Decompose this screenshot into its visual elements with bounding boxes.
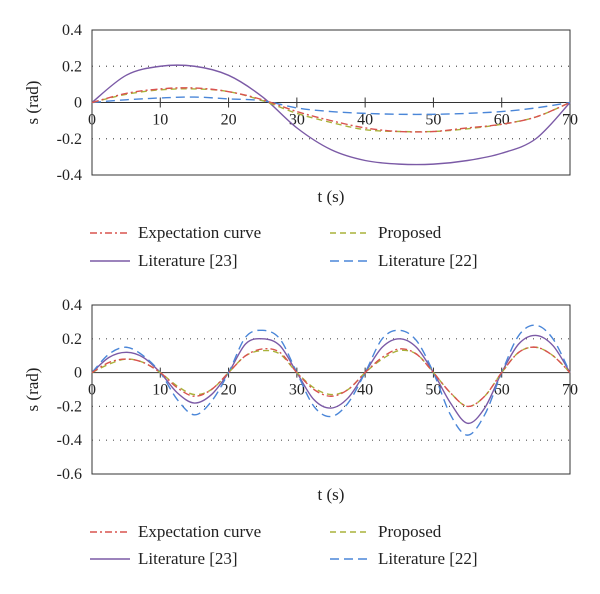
legend-item-literature-22: Literature [22] [330,549,478,568]
x-tick-label: 20 [221,112,237,129]
series-line-literature-23 [91,334,571,425]
x-tick-label: 30 [289,382,305,399]
x-tick-label: 40 [357,112,373,129]
legend-item-expectation-curve: Expectation curve [90,522,261,541]
y-tick-label: 0.4 [62,297,82,314]
plot-frame [91,304,571,475]
x-tick-label: 0 [88,382,96,399]
y-tick-label: -0.4 [57,167,82,184]
legend-item-literature-23: Literature [23] [90,251,238,270]
y-tick-label: 0.2 [62,58,82,75]
x-tick-label: 50 [425,112,441,129]
series-line-expectation-curve [91,346,571,408]
x-tick-label: 70 [562,382,578,399]
y-tick-label: 0.4 [62,22,82,39]
x-tick-label: 60 [494,112,510,129]
chart-panel-top: 0.4 0.2 0 -0.2 -0.4 0 10 20 30 40 50 60 70 t (s) s (ra… [23,22,578,270]
y-tick-label: -0.2 [57,131,82,148]
x-tick-label: 60 [494,382,510,399]
x-tick-label: 20 [221,382,237,399]
x-tick-label: 30 [289,112,305,129]
x-tick-label: 10 [152,112,168,129]
x-tick-label: 40 [357,382,373,399]
y-tick-label: 0 [74,365,82,382]
legend-label: Literature [22] [378,549,478,568]
legend-item-proposed: Proposed [330,223,442,242]
x-axis-label: t (s) [318,485,345,504]
legend-label: Literature [22] [378,251,478,270]
y-tick-label: 0 [74,95,82,112]
x-tick-label: 10 [152,382,168,399]
y-axis-label: s (rad) [23,368,42,412]
y-tick-label: 0.2 [62,331,82,348]
y-axis-label: s (rad) [23,81,42,125]
legend-label: Literature [23] [138,251,238,270]
series-line-proposed [91,346,571,408]
series-line-literature-23 [91,64,571,166]
legend-label: Proposed [378,522,442,541]
y-tick-label: -0.2 [57,398,82,415]
series-line-literature-22 [91,96,571,116]
legend-item-expectation-curve: Expectation curve [90,223,261,242]
x-axis-label: t (s) [318,187,345,206]
y-tick-label: -0.4 [57,432,82,449]
legend-item-literature-22: Literature [22] [330,251,478,270]
legend-item-proposed: Proposed [330,522,442,541]
legend-label: Expectation curve [138,223,261,242]
legend-label: Proposed [378,223,442,242]
x-tick-label: 70 [562,112,578,129]
chart-panel-bottom: 0.4 0.2 0 -0.2 -0.4 -0.6 0 10 20 30 40 50 60 70 t (s) s… [23,297,578,568]
x-tick-label: 0 [88,112,96,129]
x-tick-label: 50 [425,382,441,399]
series-line-proposed [91,88,571,133]
legend-label: Literature [23] [138,549,238,568]
legend-item-literature-23: Literature [23] [90,549,238,568]
series-line-expectation-curve [91,87,571,133]
legend-label: Expectation curve [138,522,261,541]
y-tick-label: -0.6 [57,466,82,483]
